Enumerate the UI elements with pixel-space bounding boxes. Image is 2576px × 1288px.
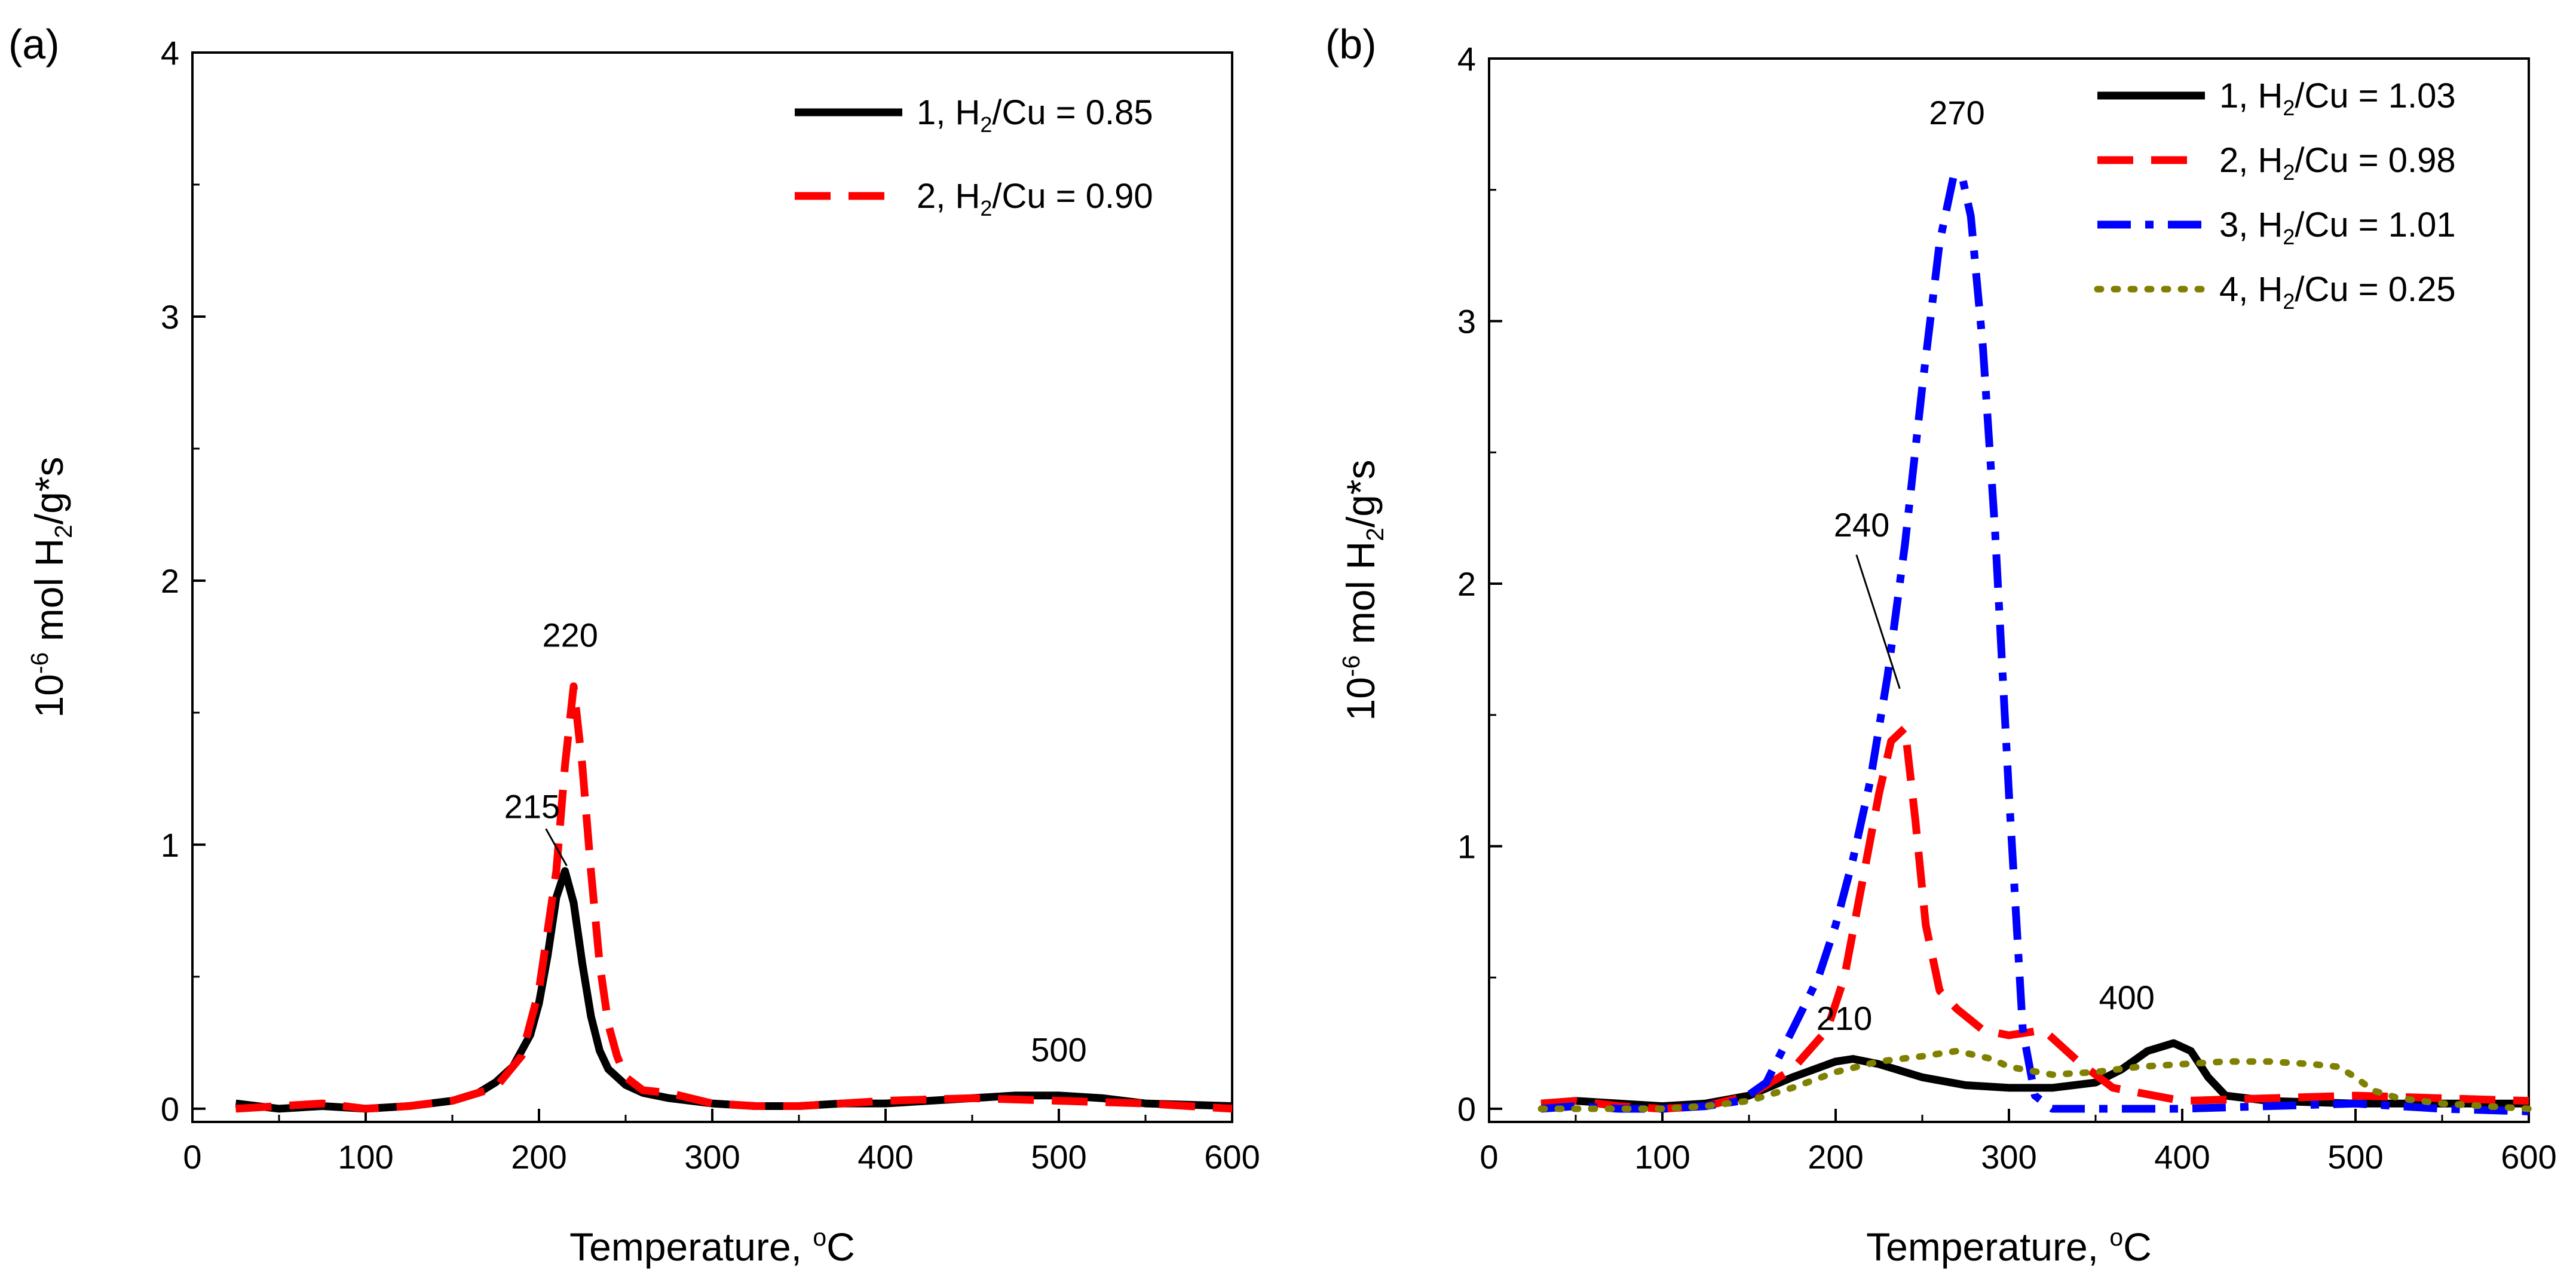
chart-panel-a: 0 100 200 300 400 500 600 0 1 2 3 4 Temperature, o​C… <box>8 21 1260 1269</box>
y-tick-label: 4 <box>161 34 179 72</box>
x-tick-label: 100 <box>1634 1138 1690 1176</box>
x-tick-label: 0 <box>1480 1138 1498 1176</box>
peak-annotation: 500 <box>1031 1031 1086 1068</box>
legend-label-3: 3, H2​/Cu = 1.01 <box>2219 206 2456 249</box>
series-line-2 <box>1540 724 2529 1113</box>
y-axis-label: 10-6​ mol H2​/g*s <box>26 456 77 717</box>
x-tick-label: 0 <box>183 1138 201 1176</box>
x-tick-label: 100 <box>338 1138 393 1176</box>
peak-annotation: 220 <box>542 616 598 654</box>
y-axis-label: 10-6​ mol H2​/g*s <box>1337 459 1389 720</box>
x-tick-label: 400 <box>857 1138 913 1176</box>
y-tick-label: 2 <box>1457 565 1476 603</box>
x-tick-label: 200 <box>511 1138 566 1176</box>
x-tick-label: 300 <box>1981 1138 2036 1176</box>
panel-label: (a) <box>8 21 60 68</box>
x-tick-label: 600 <box>2501 1138 2556 1176</box>
peak-annotation: 210 <box>1817 999 1872 1037</box>
y-tick-label: 2 <box>161 562 179 600</box>
y-tick-label: 4 <box>1457 40 1476 78</box>
peak-annotation: 215 <box>504 788 560 826</box>
legend-label-1: 1, H2​/Cu = 1.03 <box>2219 76 2456 120</box>
peak-annotation: 240 <box>1834 506 1889 544</box>
y-tick-label: 3 <box>161 298 179 336</box>
y-tick-label: 0 <box>1457 1090 1476 1128</box>
legend-label-4: 4, H2​/Cu = 0.25 <box>2219 270 2456 314</box>
x-tick-label: 500 <box>1031 1138 1086 1176</box>
peak-annotation: 400 <box>2099 979 2154 1016</box>
x-tick-label: 200 <box>1808 1138 1863 1176</box>
x-tick-label: 600 <box>1204 1138 1260 1176</box>
x-axis-label: Temperature, o​C <box>1866 1223 2152 1269</box>
x-tick-label: 500 <box>2327 1138 2383 1176</box>
y-tick-label: 1 <box>161 826 179 864</box>
legend-label-2: 2, H2​/Cu = 0.98 <box>2219 141 2456 185</box>
leader-line-215 <box>545 828 568 867</box>
legend-label-1: 1, H2​/Cu = 0.85 <box>917 93 1153 137</box>
peak-annotation: 270 <box>1929 94 1984 131</box>
panel-label: (b) <box>1325 21 1377 68</box>
y-tick-label: 0 <box>161 1090 179 1128</box>
y-tick-label: 3 <box>1457 303 1476 341</box>
x-tick-label: 300 <box>684 1138 740 1176</box>
x-axis-label: Temperature, o​C <box>569 1223 855 1269</box>
y-tick-label: 1 <box>1457 828 1476 866</box>
series-line-4 <box>1537 1047 2532 1112</box>
chart-panel-b: 0 100 200 300 400 500 600 0 1 2 3 4 Temperature, o​C… <box>1325 21 2557 1269</box>
leader-line-240 <box>1855 554 1901 689</box>
x-tick-label: 400 <box>2154 1138 2210 1176</box>
series-line-2 <box>235 682 1233 1113</box>
legend-label-2: 2, H2​/Cu = 0.90 <box>917 177 1153 220</box>
